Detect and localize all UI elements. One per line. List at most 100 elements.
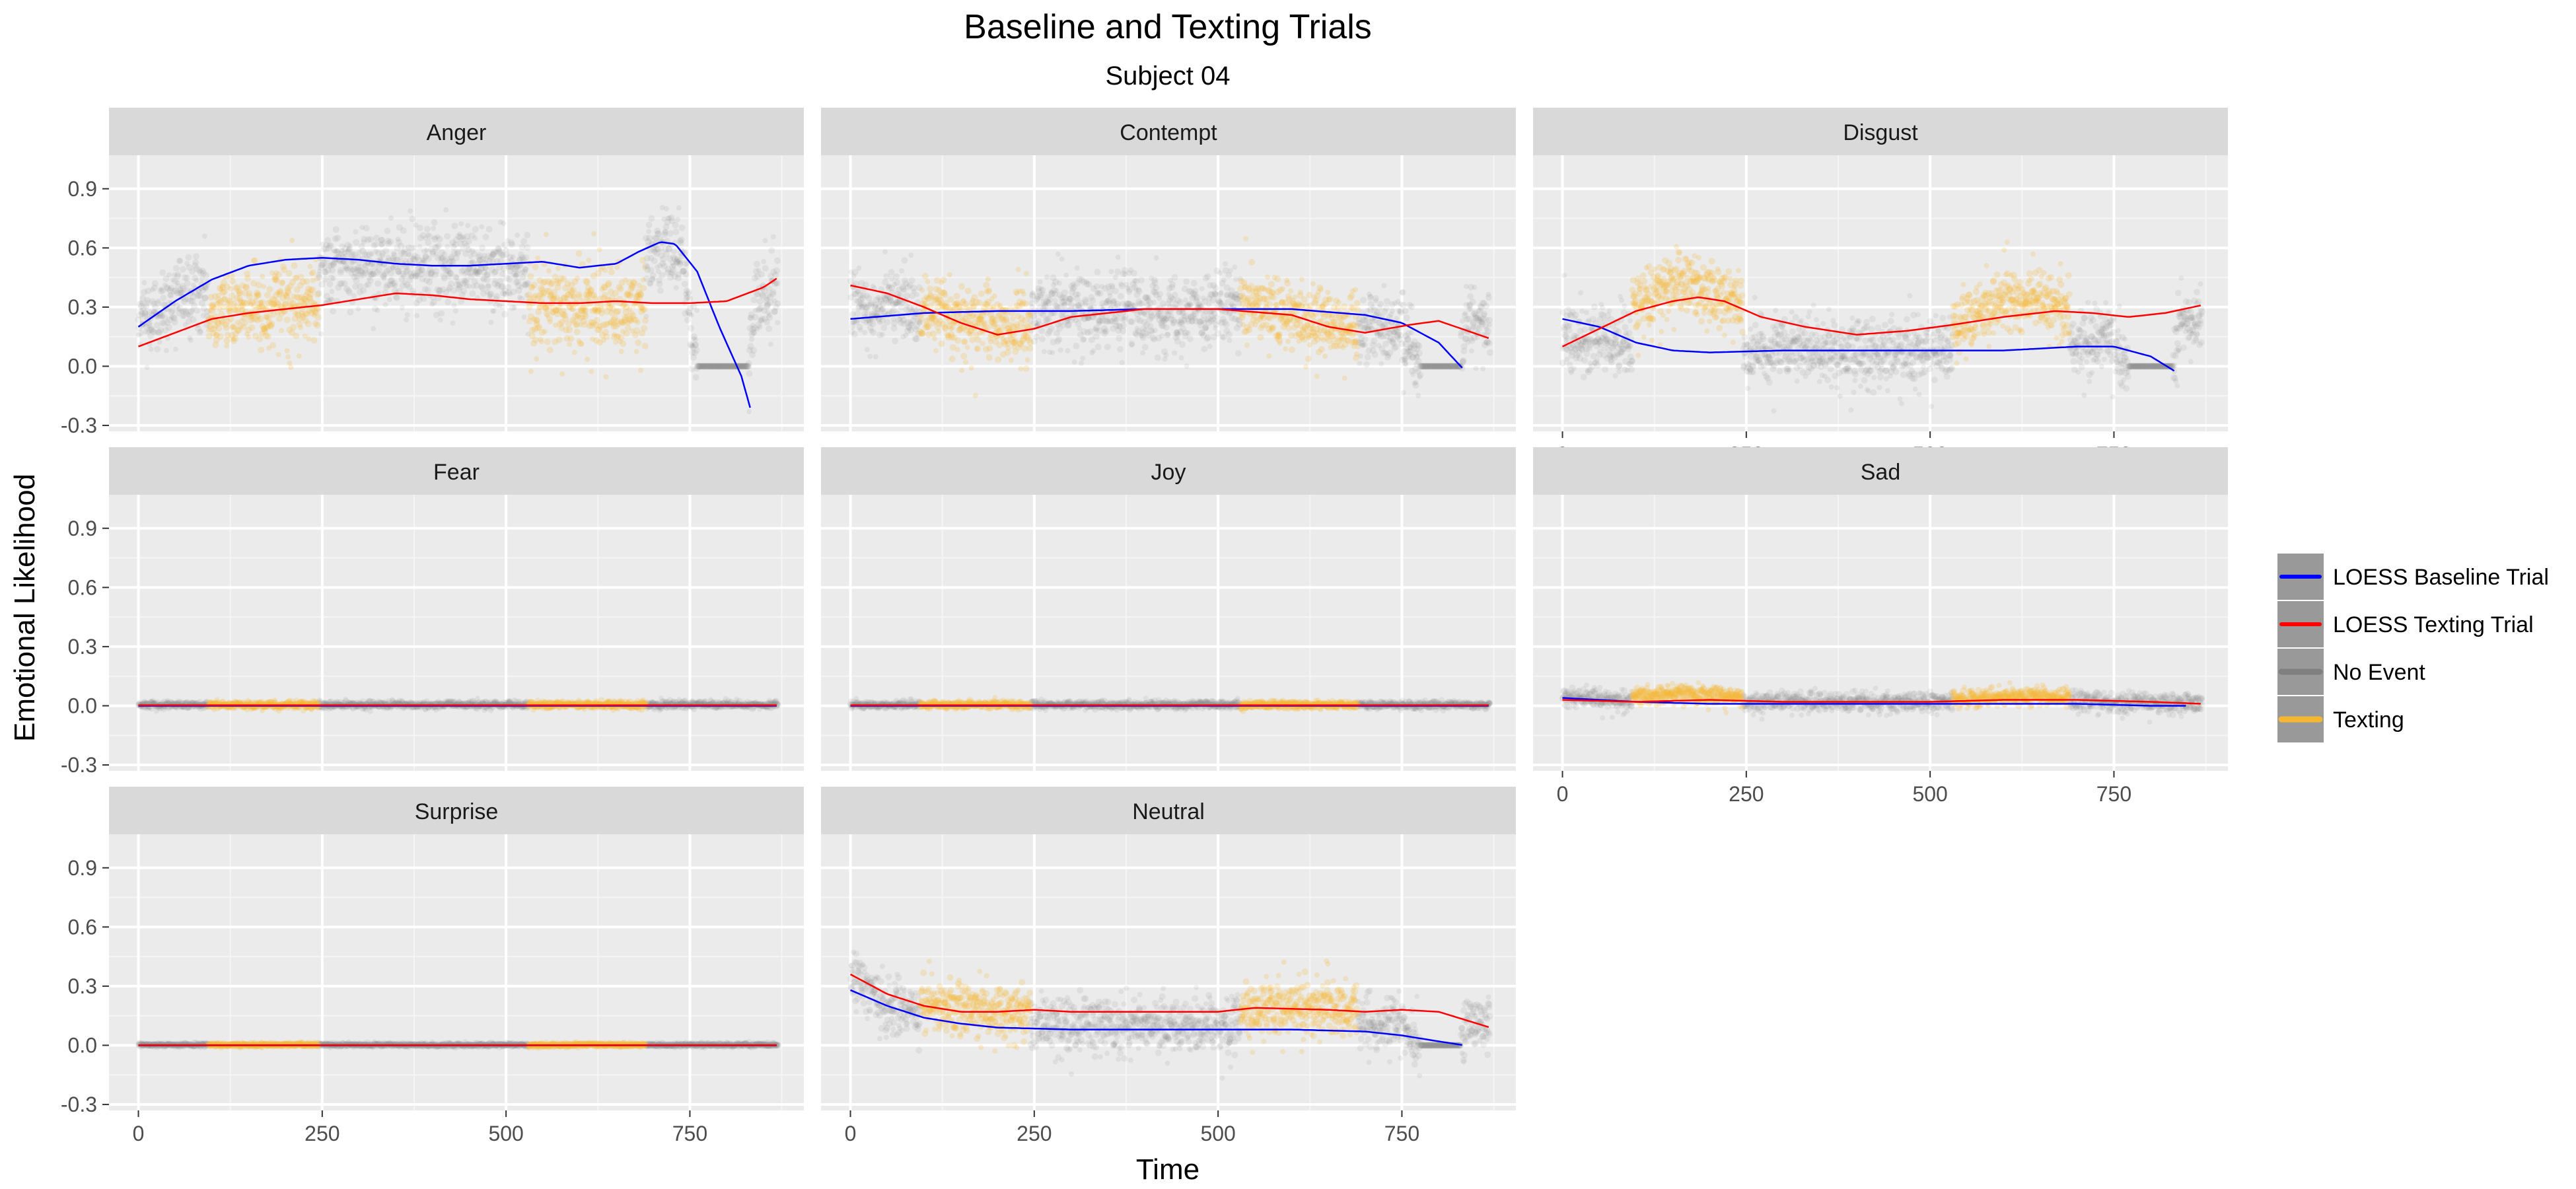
texting-point xyxy=(989,315,996,322)
no-event-point xyxy=(1626,342,1633,349)
no-event-point xyxy=(442,267,449,274)
no-event-point xyxy=(2096,347,2104,354)
no-event-point xyxy=(1915,338,1922,345)
texting-point xyxy=(947,296,954,303)
no-event-point xyxy=(900,285,907,293)
no-event-point xyxy=(1825,332,1832,340)
no-event-point xyxy=(498,251,505,258)
no-event-point xyxy=(1763,352,1769,358)
no-event-point xyxy=(1906,370,1913,377)
no-event-point xyxy=(2191,340,2197,345)
no-event-point xyxy=(1076,275,1083,283)
no-event-point xyxy=(1600,305,1606,310)
texting-point xyxy=(935,287,943,294)
no-event-point xyxy=(662,246,669,253)
texting-point xyxy=(247,316,254,324)
texting-point xyxy=(553,294,560,301)
texting-point xyxy=(269,310,277,318)
texting-point xyxy=(269,270,275,276)
no-event-point xyxy=(359,247,367,254)
no-event-point xyxy=(911,313,918,320)
texting-point xyxy=(960,324,967,332)
texting-point xyxy=(1330,304,1338,311)
no-event-point xyxy=(1154,354,1161,361)
texting-point xyxy=(291,293,297,299)
no-event-point xyxy=(2176,313,2183,320)
texting-point xyxy=(528,332,536,340)
texting-point xyxy=(217,333,224,340)
no-event-point xyxy=(1812,344,1820,351)
texting-point xyxy=(1330,340,1336,345)
no-event-point xyxy=(1568,352,1575,359)
no-event-point xyxy=(1566,361,1573,369)
no-event-point xyxy=(1363,324,1371,331)
no-event-point xyxy=(744,363,752,370)
texting-point xyxy=(1266,287,1273,295)
no-event-point xyxy=(1587,361,1593,367)
no-event-point xyxy=(689,349,696,356)
no-event-point xyxy=(1412,382,1419,389)
no-event-point xyxy=(738,363,746,370)
no-event-point xyxy=(1816,378,1822,384)
no-event-point xyxy=(1213,325,1219,331)
texting-point xyxy=(245,326,252,334)
no-event-point xyxy=(1791,358,1798,365)
no-event-point xyxy=(871,303,878,310)
no-event-point xyxy=(1830,355,1837,363)
no-event-point xyxy=(2141,363,2149,370)
texting-point xyxy=(279,328,285,334)
texting-point xyxy=(1296,338,1302,344)
no-event-point xyxy=(729,363,736,370)
no-event-point xyxy=(1396,308,1402,314)
texting-point xyxy=(225,300,231,306)
no-event-point xyxy=(1815,353,1822,361)
no-event-point xyxy=(199,268,206,275)
texting-point xyxy=(1004,349,1011,356)
no-event-point xyxy=(1473,314,1480,322)
no-event-point xyxy=(2110,394,2116,400)
texting-point xyxy=(1350,322,1357,329)
no-event-point xyxy=(1775,341,1783,348)
no-event-point xyxy=(1460,343,1468,350)
no-event-point xyxy=(1431,363,1439,370)
no-event-point xyxy=(2140,363,2147,370)
no-event-point xyxy=(1135,328,1142,335)
no-event-point xyxy=(905,283,912,291)
no-event-point xyxy=(700,363,707,370)
no-event-point xyxy=(1207,291,1214,298)
no-event-point xyxy=(183,274,190,281)
texting-point xyxy=(952,300,960,307)
no-event-point xyxy=(433,244,441,251)
no-event-point xyxy=(1236,320,1243,328)
no-event-point xyxy=(1192,291,1199,298)
no-event-point xyxy=(2139,363,2146,370)
texting-point xyxy=(1277,340,1283,346)
no-event-point xyxy=(447,258,454,266)
no-event-point xyxy=(2069,324,2075,330)
texting-point xyxy=(1329,332,1336,340)
texting-point xyxy=(218,317,225,324)
no-event-point xyxy=(2092,300,2098,306)
no-event-point xyxy=(766,314,773,321)
texting-point xyxy=(567,287,574,295)
no-event-point xyxy=(433,268,440,275)
texting-point xyxy=(637,367,643,373)
no-event-point xyxy=(1756,337,1764,344)
texting-point xyxy=(271,297,278,304)
no-event-point xyxy=(425,232,431,238)
no-event-point xyxy=(1931,338,1937,343)
no-event-point xyxy=(1878,365,1886,373)
no-event-point xyxy=(647,267,655,274)
no-event-point xyxy=(1744,360,1751,367)
texting-point xyxy=(278,310,285,317)
texting-point xyxy=(974,345,982,352)
no-event-point xyxy=(1427,363,1434,370)
no-event-point xyxy=(892,301,899,308)
no-event-point xyxy=(1908,351,1914,357)
no-event-point xyxy=(1867,336,1875,343)
texting-point xyxy=(591,306,598,313)
no-event-point xyxy=(1875,324,1882,332)
no-event-point xyxy=(2071,366,2078,373)
no-event-point xyxy=(1192,318,1199,325)
no-event-point xyxy=(412,272,419,279)
